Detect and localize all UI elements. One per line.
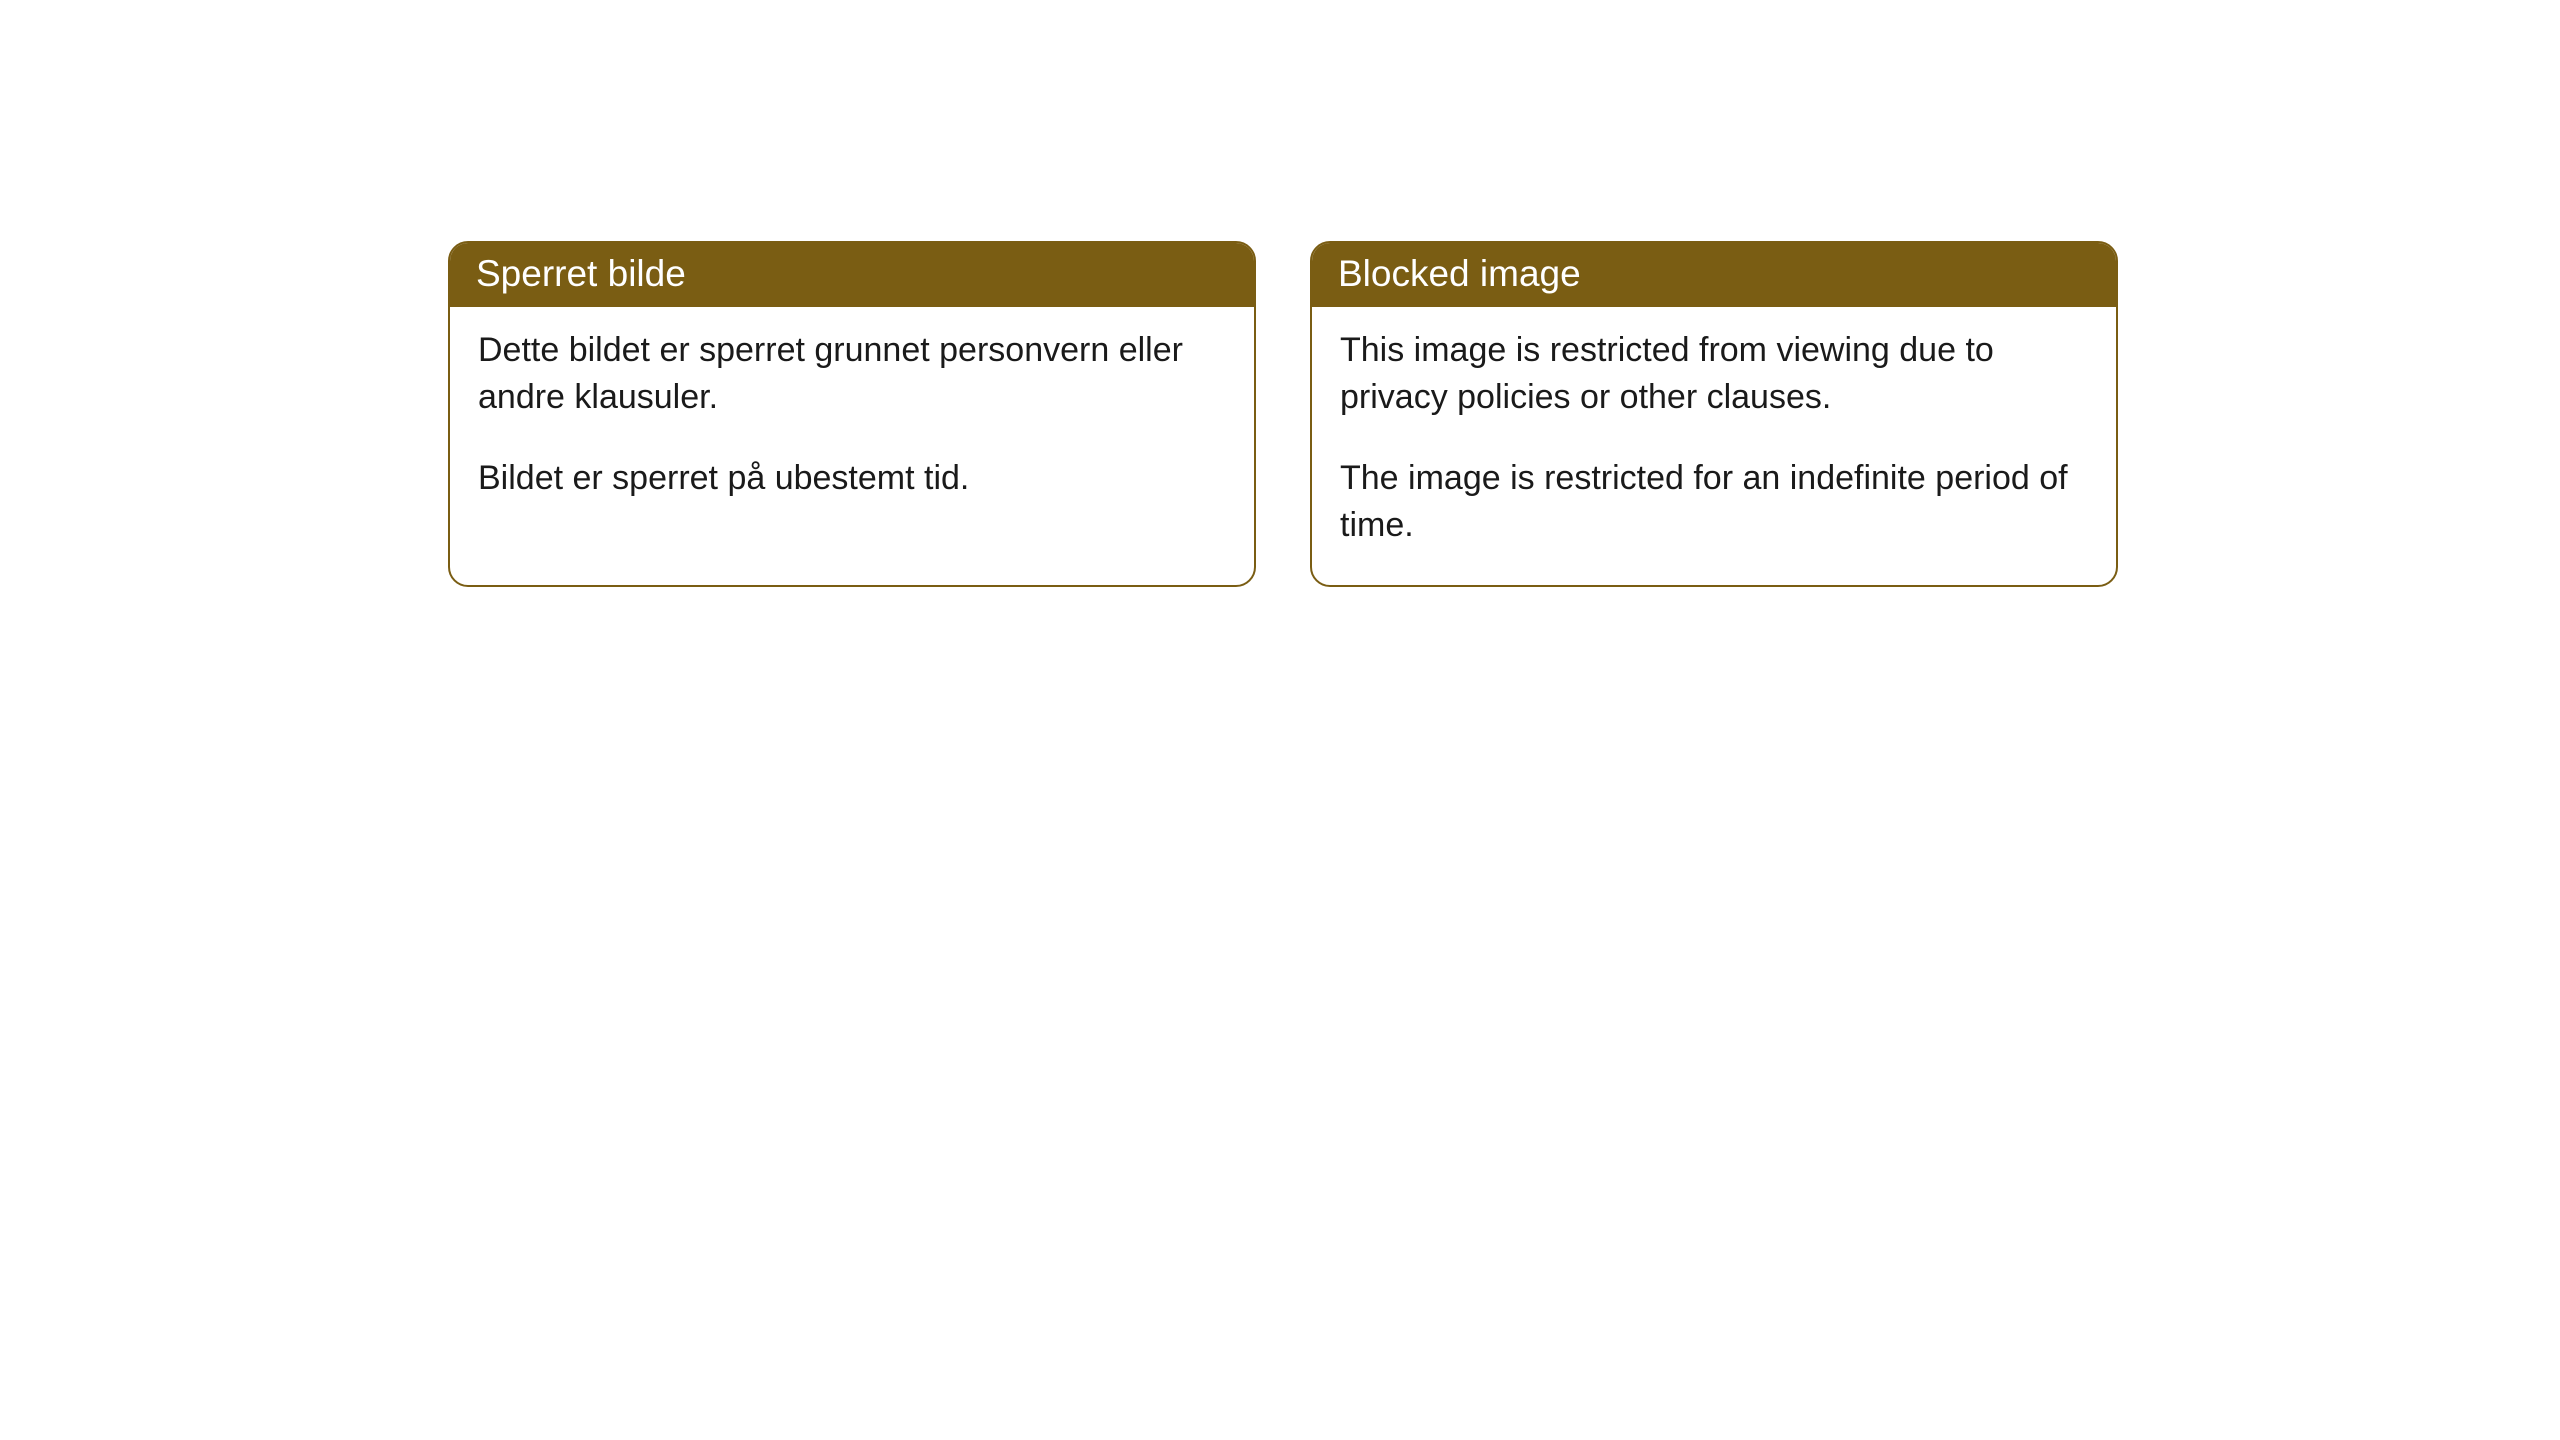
- card-paragraph-1: Dette bildet er sperret grunnet personve…: [478, 327, 1226, 421]
- card-header: Blocked image: [1312, 243, 2116, 307]
- card-title: Blocked image: [1338, 253, 1581, 294]
- notice-card-norwegian: Sperret bilde Dette bildet er sperret gr…: [448, 241, 1256, 587]
- notice-card-english: Blocked image This image is restricted f…: [1310, 241, 2118, 587]
- card-paragraph-1: This image is restricted from viewing du…: [1340, 327, 2088, 421]
- card-header: Sperret bilde: [450, 243, 1254, 307]
- card-title: Sperret bilde: [476, 253, 686, 294]
- notice-cards-container: Sperret bilde Dette bildet er sperret gr…: [448, 241, 2118, 587]
- card-paragraph-2: Bildet er sperret på ubestemt tid.: [478, 455, 1226, 502]
- card-body: This image is restricted from viewing du…: [1312, 307, 2116, 585]
- card-body: Dette bildet er sperret grunnet personve…: [450, 307, 1254, 538]
- card-paragraph-2: The image is restricted for an indefinit…: [1340, 455, 2088, 549]
